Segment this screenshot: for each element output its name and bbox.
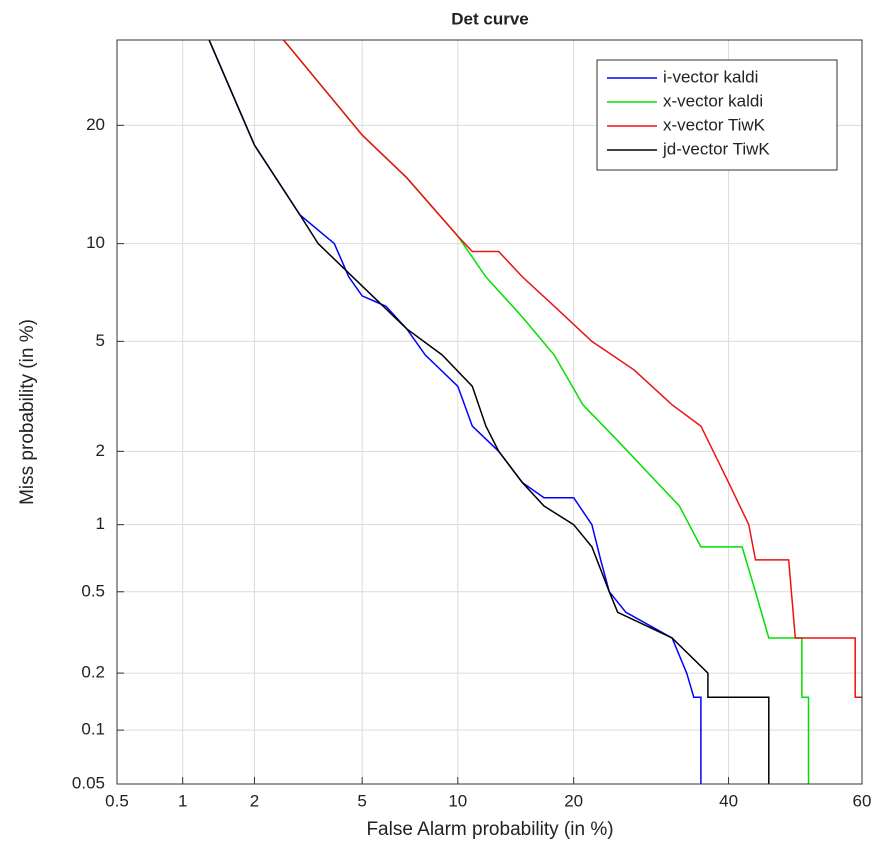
legend-label: x-vector kaldi (663, 91, 763, 110)
x-tick-label: 0.5 (105, 791, 129, 810)
plot-frame (116, 39, 863, 785)
x-tick-label: 20 (564, 791, 583, 810)
y-tick-label: 1 (96, 514, 105, 533)
y-tick-label: 10 (86, 233, 105, 252)
chart-title: Det curve (451, 9, 528, 28)
x-tick-label: 1 (178, 791, 187, 810)
y-tick-label: 20 (86, 115, 105, 134)
data-line (283, 40, 862, 698)
x-tick-label: 10 (448, 791, 467, 810)
x-tick-label: 5 (357, 791, 366, 810)
legend-label: jd-vector TiwK (662, 139, 770, 158)
x-tick-label: 60 (853, 791, 872, 810)
legend-label: x-vector TiwK (663, 115, 766, 134)
legend-label: i-vector kaldi (663, 67, 758, 86)
x-axis-label: False Alarm probability (in %) (366, 819, 613, 840)
x-tick-label: 40 (719, 791, 738, 810)
y-tick-label: 2 (96, 441, 105, 460)
x-tick-label: 2 (250, 791, 259, 810)
y-tick-label: 0.5 (81, 581, 105, 600)
data-line (208, 40, 770, 784)
y-tick-label: 0.05 (72, 773, 105, 792)
y-axis-label: Miss probability (in %) (17, 319, 38, 505)
y-tick-label: 0.1 (81, 720, 105, 739)
y-tick-label: 0.2 (81, 663, 105, 682)
y-tick-label: 5 (96, 331, 105, 350)
